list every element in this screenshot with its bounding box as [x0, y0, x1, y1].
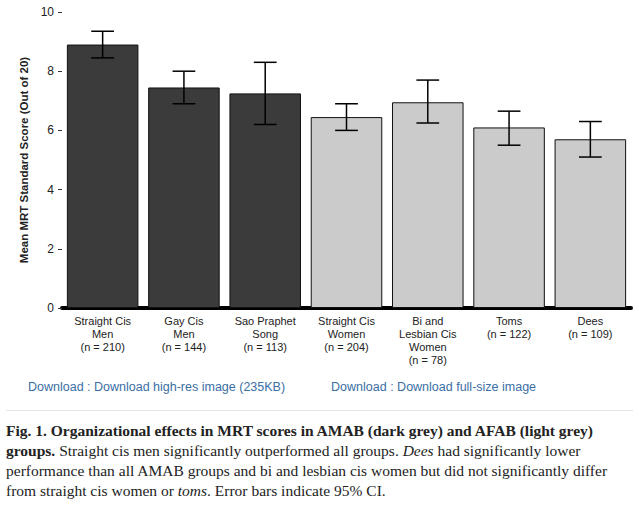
svg-text:Song: Song [252, 328, 278, 340]
svg-text:Toms: Toms [496, 315, 523, 327]
svg-text:(n = 78): (n = 78) [409, 354, 447, 366]
svg-text:Lesbian Cis: Lesbian Cis [399, 328, 457, 340]
svg-text:Straight Cis: Straight Cis [74, 315, 131, 327]
svg-text:(n = 113): (n = 113) [243, 341, 287, 353]
svg-text:Men: Men [92, 328, 113, 340]
svg-text:Straight Cis: Straight Cis [318, 315, 375, 327]
svg-text:Women: Women [409, 341, 447, 353]
svg-text:(n = 122): (n = 122) [487, 328, 531, 340]
svg-text:4: 4 [47, 183, 54, 197]
svg-text:0: 0 [47, 301, 54, 315]
html-text:Download : Download full-size: Download : Download full-size image [331, 380, 537, 394]
svg-text:6: 6 [47, 123, 54, 137]
html-text:Download : Download high-res i: Download : Download high-res image (235K… [28, 380, 286, 394]
svg-text:(n = 109): (n = 109) [568, 328, 612, 340]
svg-text:Sao Praphet: Sao Praphet [235, 315, 296, 327]
svg-text:Gay Cis: Gay Cis [164, 315, 204, 327]
svg-text:8: 8 [47, 64, 54, 78]
svg-text:10: 10 [41, 5, 55, 19]
html-text:Fig. 1. Organizational effects: Fig. 1. Organizational effects in MRT sc… [6, 422, 608, 499]
svg-text:Women: Women [328, 328, 366, 340]
svg-text:2: 2 [47, 242, 54, 256]
svg-text:Bi and: Bi and [412, 315, 443, 327]
svg-text:Men: Men [173, 328, 194, 340]
svg-text:Dees: Dees [578, 315, 604, 327]
svg-text:Mean MRT Standard Score (Out o: Mean MRT Standard Score (Out of 20) [18, 57, 30, 264]
svg-text:(n = 210): (n = 210) [80, 341, 124, 353]
svg-text:(n = 144): (n = 144) [162, 341, 206, 353]
svg-text:(n = 204): (n = 204) [324, 341, 368, 353]
